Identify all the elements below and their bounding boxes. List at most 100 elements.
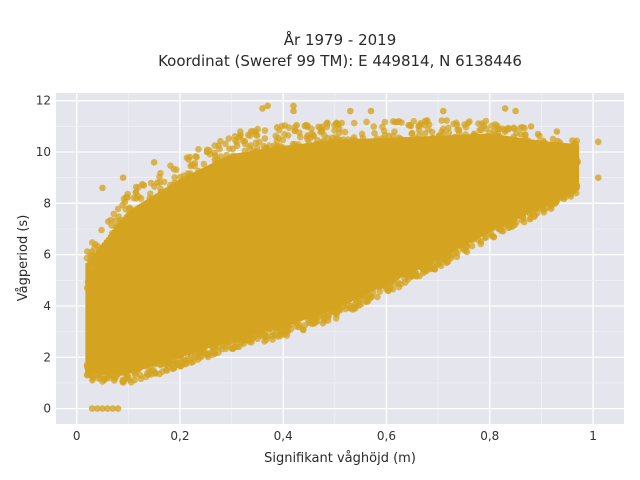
scatter-point bbox=[331, 308, 338, 316]
scatter-point bbox=[537, 165, 545, 173]
scatter-point bbox=[355, 291, 363, 299]
scatter-point bbox=[197, 170, 205, 177]
scatter-point bbox=[363, 118, 370, 126]
scatter-point bbox=[556, 149, 564, 157]
scatter-point bbox=[289, 140, 297, 148]
scatter-point bbox=[572, 153, 579, 161]
scatter-point bbox=[83, 254, 91, 262]
scatter-point bbox=[333, 119, 340, 127]
scatter-point bbox=[187, 356, 194, 364]
scatter-point bbox=[519, 123, 526, 131]
scatter-point bbox=[254, 335, 261, 343]
outlier-point bbox=[99, 184, 106, 192]
scatter-point bbox=[445, 129, 453, 136]
scatter-point bbox=[534, 157, 542, 165]
y-tick-label: 12 bbox=[36, 94, 51, 108]
scatter-point bbox=[284, 323, 292, 330]
scatter-point bbox=[381, 118, 389, 126]
scatter-point bbox=[359, 140, 366, 148]
x-tick-label: 0,2 bbox=[170, 429, 189, 443]
scatter-point bbox=[407, 122, 415, 130]
scatter-point bbox=[128, 379, 135, 386]
scatter-point bbox=[104, 255, 112, 262]
outlier-point bbox=[119, 174, 127, 181]
scatter-point bbox=[106, 245, 114, 252]
outlier-point bbox=[83, 361, 91, 369]
scatter-point bbox=[532, 150, 540, 157]
scatter-point bbox=[476, 228, 484, 235]
scatter-point bbox=[157, 361, 164, 369]
scatter-point bbox=[224, 163, 232, 171]
scatter-point bbox=[381, 155, 389, 162]
scatter-point bbox=[374, 293, 381, 301]
scatter-point bbox=[94, 364, 102, 372]
scatter-point bbox=[381, 127, 388, 135]
scatter-point bbox=[376, 149, 384, 156]
scatter-point bbox=[221, 156, 229, 164]
scatter-point bbox=[88, 239, 96, 246]
x-tick-label: 1 bbox=[589, 429, 597, 443]
scatter-point bbox=[555, 194, 563, 202]
scatter-point bbox=[267, 152, 275, 159]
scatter-point bbox=[223, 151, 230, 159]
scatter-point bbox=[370, 123, 378, 130]
scatter-point bbox=[83, 284, 91, 292]
scatter-point bbox=[454, 126, 462, 133]
scatter-point bbox=[216, 145, 223, 153]
scatter-point bbox=[425, 255, 432, 262]
scatter-point bbox=[328, 151, 336, 159]
scatter-point bbox=[500, 220, 507, 227]
scatter-point bbox=[125, 365, 133, 373]
scatter-point bbox=[213, 156, 221, 163]
scatter-point bbox=[440, 129, 447, 137]
scatter-point bbox=[280, 153, 288, 160]
y-tick-label: 10 bbox=[36, 145, 51, 159]
scatter-point bbox=[230, 345, 237, 352]
scatter-point bbox=[341, 128, 349, 136]
scatter-point bbox=[322, 147, 330, 154]
scatter-point bbox=[293, 145, 301, 153]
outlier-point bbox=[140, 182, 148, 189]
scatter-point bbox=[423, 118, 431, 126]
scatter-point bbox=[209, 345, 217, 353]
scatter-point bbox=[281, 318, 288, 326]
scatter-point bbox=[360, 147, 367, 155]
y-tick-label: 6 bbox=[43, 248, 51, 262]
scatter-point bbox=[559, 159, 566, 166]
scatter-point bbox=[437, 152, 444, 159]
scatter-point bbox=[253, 132, 261, 139]
scatter-point bbox=[317, 127, 325, 134]
scatter-point bbox=[169, 196, 176, 203]
scatter-point bbox=[140, 358, 148, 366]
scatter-point bbox=[564, 168, 571, 176]
scatter-point bbox=[181, 357, 189, 364]
outlier-point bbox=[88, 264, 96, 271]
scatter-point bbox=[388, 155, 396, 162]
y-axis-ticks: 0 2 4 6 8 10 12 bbox=[36, 94, 51, 416]
scatter-point bbox=[120, 368, 128, 376]
scatter-point bbox=[196, 354, 204, 361]
x-axis-label: Signifikant våghöjd (m) bbox=[264, 451, 416, 466]
scatter-point bbox=[563, 148, 570, 155]
scatter-point bbox=[409, 129, 416, 137]
scatter-point bbox=[275, 134, 282, 142]
scatter-point bbox=[257, 327, 265, 334]
scatter-point bbox=[555, 165, 562, 172]
scatter-point bbox=[462, 131, 470, 138]
scatter-point bbox=[384, 143, 392, 150]
outlier-point bbox=[83, 371, 91, 379]
scatter-point bbox=[372, 154, 379, 162]
scatter-point bbox=[131, 369, 139, 377]
scatter-point bbox=[548, 162, 556, 170]
scatter-point bbox=[477, 151, 484, 159]
x-tick-label: 0,4 bbox=[274, 429, 293, 443]
scatter-point bbox=[152, 195, 160, 202]
scatter-point bbox=[126, 221, 134, 229]
scatter-point bbox=[130, 217, 137, 224]
scatter-point bbox=[496, 154, 504, 162]
scatter-point bbox=[293, 323, 301, 331]
outlier-point bbox=[114, 405, 122, 412]
chart-subtitle: Koordinat (Sweref 99 TM): E 449814, N 61… bbox=[158, 52, 522, 70]
scatter-point bbox=[272, 144, 280, 151]
scatter-point bbox=[385, 132, 393, 140]
